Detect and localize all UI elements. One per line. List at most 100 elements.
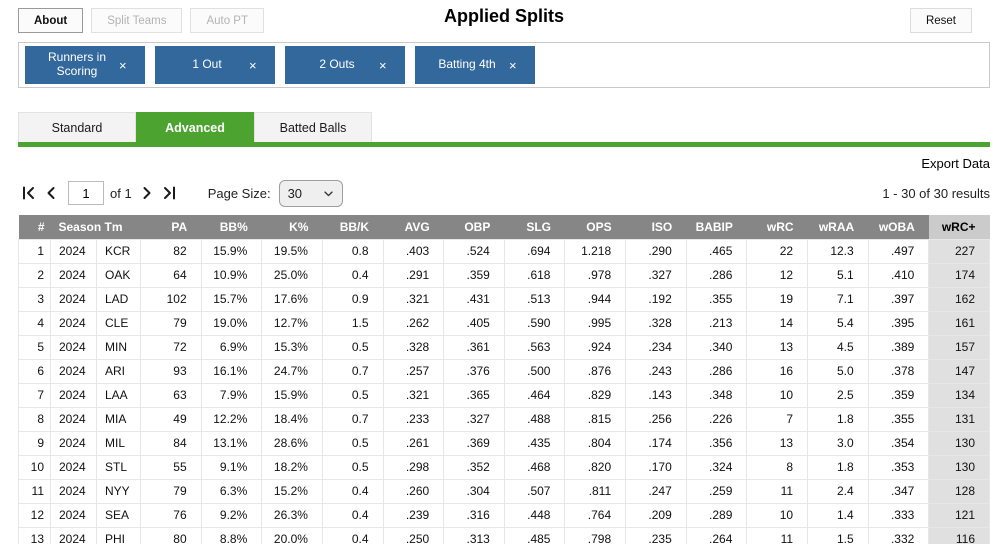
column-header-wraa[interactable]: wRAA — [807, 215, 869, 239]
pagination-bar: of 1 Page Size: 30 1 - 30 of 30 results — [18, 179, 990, 207]
cell-wrc: 162 — [928, 286, 990, 312]
cell-rank: 11 — [18, 478, 51, 504]
cell-bb: 7.9% — [200, 382, 263, 408]
cell-wrc: 11 — [746, 478, 809, 504]
cell-iso: .170 — [625, 454, 687, 480]
column-header-wrc[interactable]: wRC+ — [928, 215, 990, 239]
next-page-icon[interactable] — [136, 184, 158, 202]
auto-pt-button[interactable]: Auto PT — [190, 8, 265, 33]
column-header-pa[interactable]: PA — [140, 215, 202, 239]
column-header-slg[interactable]: SLG — [504, 215, 565, 239]
cell-iso: .235 — [625, 526, 687, 544]
close-icon[interactable]: × — [249, 57, 257, 73]
column-header-bbk[interactable]: BB/K — [322, 215, 384, 239]
cell-slg: .590 — [503, 310, 566, 336]
cell-rank: 7 — [18, 382, 51, 408]
split-teams-button[interactable]: Split Teams — [91, 8, 183, 33]
cell-tm: KCR — [96, 238, 141, 264]
cell-k: 18.4% — [261, 406, 323, 432]
cell-wraa: 12.3 — [807, 238, 869, 264]
column-header-season[interactable]: Season — [50, 215, 101, 239]
cell-babip: .289 — [685, 502, 748, 528]
cell-wrc: 12 — [746, 262, 809, 288]
cell-wrc: 227 — [928, 238, 990, 264]
cell-wraa: 3.0 — [807, 430, 869, 456]
chip-1-out[interactable]: 1 Out × — [155, 46, 275, 84]
cell-pa: 93 — [140, 358, 202, 384]
cell-bb: 12.2% — [200, 406, 263, 432]
cell-babip: .226 — [685, 406, 748, 432]
cell-season: 2024 — [50, 526, 97, 544]
column-header-obp[interactable]: OBP — [443, 215, 505, 239]
page-size-label: Page Size: — [207, 185, 271, 201]
cell-ops: .764 — [564, 502, 627, 528]
cell-wraa: 1.5 — [807, 526, 869, 544]
column-header-babip[interactable]: BABIP — [686, 215, 747, 239]
chevron-down-icon — [323, 190, 333, 196]
cell-bb: 9.2% — [200, 502, 263, 528]
column-header-bb[interactable]: BB% — [201, 215, 262, 239]
cell-slg: .618 — [503, 262, 566, 288]
column-header-ops[interactable]: OPS — [564, 215, 626, 239]
cell-obp: .405 — [443, 310, 505, 336]
table-row: 6 2024 ARI 93 16.1% 24.7% 0.7.257.376.500.876.… — [18, 358, 990, 384]
column-header-avg[interactable]: AVG — [383, 215, 444, 239]
chip-batting-4th[interactable]: Batting 4th × — [415, 46, 535, 84]
cell-bbk: 0.7 — [321, 406, 384, 432]
cell-slg: .513 — [503, 286, 566, 312]
tab-standard[interactable]: Standard — [18, 112, 136, 142]
column-header-woba[interactable]: wOBA — [868, 215, 929, 239]
column-header-rank[interactable]: # — [18, 215, 51, 239]
column-header-wrc[interactable]: wRC — [746, 215, 808, 239]
cell-obp: .316 — [443, 502, 505, 528]
cell-tm: OAK — [96, 262, 141, 288]
chip-label: Runners in Scoring — [47, 50, 107, 78]
reset-button[interactable]: Reset — [909, 8, 972, 33]
cell-slg: .464 — [503, 382, 566, 408]
cell-slg: .694 — [503, 238, 566, 264]
cell-ops: .924 — [564, 334, 627, 360]
cell-tm: LAD — [96, 286, 141, 312]
cell-rank: 1 — [18, 238, 51, 264]
chip-runners-in-scoring[interactable]: Runners in Scoring × — [25, 46, 145, 84]
cell-ops: .798 — [564, 526, 627, 544]
cell-season: 2024 — [50, 502, 97, 528]
cell-wrc: 130 — [928, 430, 990, 456]
last-page-icon[interactable] — [158, 184, 180, 202]
cell-slg: .485 — [503, 526, 566, 544]
page-of-label: of 1 — [110, 185, 132, 201]
cell-avg: .250 — [382, 526, 445, 544]
table-row: 11 2024 NYY 79 6.3% 15.2% 0.4.260.304.507.811.… — [18, 478, 990, 504]
first-page-icon[interactable] — [18, 184, 40, 202]
cell-woba: .359 — [867, 382, 930, 408]
column-header-k[interactable]: K% — [261, 215, 323, 239]
column-header-iso[interactable]: ISO — [625, 215, 687, 239]
page-size-select[interactable]: 30 — [278, 179, 343, 207]
column-header-tm[interactable]: Tm — [96, 215, 141, 239]
cell-wrc: 116 — [928, 526, 990, 544]
close-icon[interactable]: × — [379, 57, 387, 73]
cell-pa: 76 — [140, 502, 202, 528]
cell-woba: .395 — [867, 310, 930, 336]
cell-rank: 13 — [18, 526, 51, 544]
export-data-link[interactable]: Export Data — [921, 156, 990, 171]
about-button[interactable]: About — [18, 8, 84, 33]
cell-ops: .876 — [564, 358, 627, 384]
tab-batted-balls[interactable]: Batted Balls — [254, 112, 372, 142]
chip-2-outs[interactable]: 2 Outs × — [285, 46, 405, 84]
cell-wrc: 161 — [928, 310, 990, 336]
cell-season: 2024 — [50, 358, 97, 384]
previous-page-icon[interactable] — [40, 184, 62, 202]
cell-wraa: 1.4 — [807, 502, 869, 528]
cell-iso: .209 — [625, 502, 687, 528]
cell-wrc: 131 — [928, 406, 990, 432]
tab-advanced[interactable]: Advanced — [136, 112, 254, 142]
cell-season: 2024 — [50, 454, 97, 480]
cell-wrc: 121 — [928, 502, 990, 528]
page-number-input[interactable] — [68, 181, 104, 205]
close-icon[interactable]: × — [119, 57, 127, 73]
close-icon[interactable]: × — [509, 57, 517, 73]
cell-babip: .355 — [685, 286, 748, 312]
cell-babip: .340 — [685, 334, 748, 360]
cell-bb: 19.0% — [200, 310, 263, 336]
